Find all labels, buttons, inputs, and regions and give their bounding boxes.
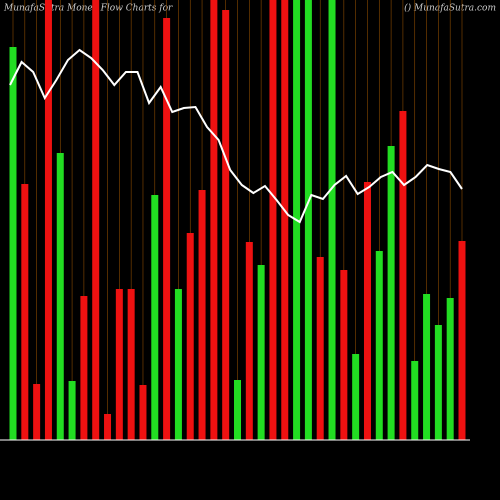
bar [234,380,241,440]
bar [44,0,52,440]
bar [163,18,171,440]
bar [458,241,466,440]
bar [316,257,324,440]
bar [363,182,371,440]
bar [340,270,348,440]
bar [151,195,159,440]
bar [423,294,431,440]
bar [198,190,206,440]
bar [174,289,182,440]
bar [269,0,277,440]
bar [399,111,407,440]
bar [304,0,312,440]
bar [9,47,17,440]
bar [80,296,88,440]
bar [33,384,41,440]
bar [352,354,360,440]
bar [104,414,112,440]
bar [127,289,135,440]
bar [446,298,454,440]
bar [21,184,29,440]
bar [56,153,64,440]
bar [411,361,419,440]
chart-title: MunafaSutra Money Flow Charts for [3,4,173,14]
bar [115,289,123,440]
bar [186,233,194,440]
bar [68,381,76,440]
bar [328,0,336,440]
bar [222,10,230,440]
bar [434,325,442,440]
bar [387,146,395,440]
bar [257,265,265,440]
bar [210,0,218,440]
money-flow-line [9,48,463,224]
bar [92,0,100,440]
bar [375,251,383,440]
bar [281,0,289,440]
bar [245,242,253,440]
bar [139,385,147,440]
